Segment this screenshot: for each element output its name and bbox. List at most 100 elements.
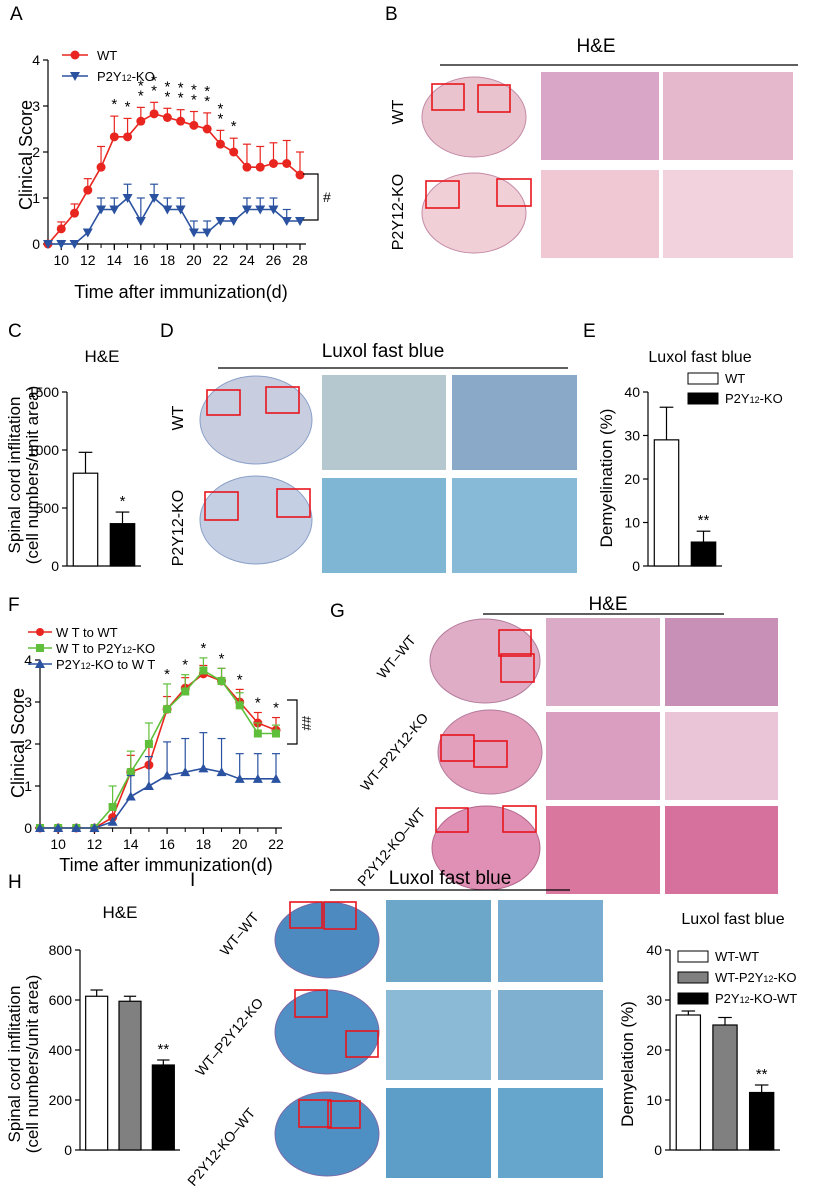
roi-box: [204, 491, 239, 521]
data-point: [82, 228, 93, 238]
significance-star: *: [231, 118, 237, 135]
y-tick-label: 20: [646, 1042, 662, 1058]
x-tick-label: 28: [292, 252, 308, 268]
y-tick-label: 30: [646, 992, 662, 1008]
panel-i-histology: Luxol fast blue WT–WT WT–P2Y12-KO P2Y12-…: [184, 868, 603, 1189]
panel-h-ylabel-1: Spinal cord inflitation: [5, 986, 24, 1143]
panel-j-ylabel: Demyelation (%): [618, 1001, 637, 1127]
bar-2: [690, 541, 717, 567]
significance-star: *: [164, 88, 170, 105]
roi-box: [276, 488, 311, 518]
panel-i-title: Luxol fast blue: [389, 868, 512, 889]
micrograph-i5: [386, 1088, 491, 1178]
panel-g-row-1: WT–WT: [374, 632, 420, 682]
legend-wt: WT: [97, 48, 117, 63]
data-point: [56, 240, 67, 249]
significance-star: *: [204, 93, 210, 110]
roi-box: [435, 807, 469, 833]
panel-a-legend: WT P2Y12-KO: [62, 48, 155, 84]
significance-star: *: [191, 82, 197, 99]
micrograph-g5: [546, 806, 660, 894]
y-tick-label: 1: [24, 778, 32, 794]
x-tick-label: 10: [50, 836, 66, 852]
micrograph-b3: [541, 170, 659, 258]
panel-c-title: H&E: [85, 347, 120, 366]
panel-letter-c: C: [8, 321, 22, 342]
data-point: [181, 687, 190, 696]
significance-star: *: [178, 90, 184, 107]
bar-2: [712, 1024, 738, 1151]
micrograph-g4: [665, 712, 778, 800]
significance-star: **: [756, 1066, 768, 1083]
x-tick-label: 18: [160, 252, 176, 268]
micrograph-i1: [386, 900, 491, 982]
micrograph-i2: [498, 900, 603, 982]
y-tick-label: 500: [36, 500, 60, 516]
panel-d-row-ko: P2Y12-KO: [170, 490, 187, 566]
x-tick-label: 18: [196, 836, 212, 852]
legend-label: WT-WT: [715, 949, 759, 964]
data-point: [241, 205, 252, 215]
panel-letter-g: G: [330, 601, 345, 622]
panel-d-title: Luxol fast blue: [322, 341, 445, 362]
data-point: [272, 729, 280, 738]
panel-a-xlabel: Time after immunization(d): [74, 282, 287, 302]
roi-box: [289, 901, 323, 929]
data-point: [108, 803, 117, 811]
roi-box: [425, 180, 460, 209]
micrograph-d3: [322, 478, 446, 573]
panel-a-sig: #: [323, 189, 331, 205]
bar-2: [109, 523, 136, 567]
panel-f-legend: W T to WT W T to P2Y12-KO P2Y12-KO to W …: [28, 625, 155, 672]
roi-box: [498, 629, 532, 657]
panel-a-ylabel: Clinical Score: [16, 100, 36, 210]
data-point: [242, 162, 252, 172]
x-tick-label: 14: [123, 836, 139, 852]
bar-1: [72, 472, 99, 567]
roi-box: [496, 178, 532, 207]
data-point: [216, 767, 227, 777]
data-point: [144, 740, 153, 748]
panel-i-row-1: WT–WT: [217, 909, 263, 959]
micrograph-g2: [665, 618, 778, 706]
y-tick-label: 10: [624, 515, 640, 531]
data-point: [69, 240, 80, 249]
legend-label: WT: [725, 371, 745, 386]
data-point: [35, 823, 45, 832]
data-point: [215, 217, 226, 226]
y-tick-label: 1: [32, 190, 40, 206]
data-point: [175, 205, 186, 215]
y-tick-label: 1500: [28, 384, 59, 400]
legend-wt-to-wt: W T to WT: [56, 625, 118, 640]
significance-star: *: [164, 78, 170, 95]
x-tick-label: 26: [266, 252, 282, 268]
legend-label: P2Y12-KO: [725, 391, 783, 406]
significance-star: *: [111, 96, 117, 113]
legend-label: P2Y12-KO-WT: [715, 991, 797, 1006]
y-tick-label: 40: [624, 384, 640, 400]
micrograph-b2: [663, 72, 793, 160]
series-line-2: [48, 196, 300, 245]
panel-f-xlabel: Time after immunization(d): [59, 855, 272, 875]
data-point: [268, 205, 279, 215]
significance-star: **: [698, 512, 710, 529]
data-point: [217, 677, 226, 685]
data-point: [71, 823, 82, 832]
data-point: [89, 823, 100, 832]
significance-star: *: [120, 493, 126, 510]
roi-box: [345, 1030, 379, 1058]
y-tick-label: 200: [49, 1092, 73, 1108]
significance-star: *: [255, 695, 261, 712]
data-point: [163, 705, 172, 714]
roi-box: [500, 653, 535, 683]
roi-box: [294, 989, 328, 1018]
roi-box: [206, 389, 241, 416]
data-point: [202, 124, 212, 134]
legend-swatch: [687, 372, 719, 385]
roi-box: [265, 386, 300, 414]
data-point: [235, 701, 244, 710]
data-point: [188, 228, 199, 238]
y-tick-label: 0: [654, 1142, 662, 1158]
y-tick-label: 400: [49, 1042, 73, 1058]
